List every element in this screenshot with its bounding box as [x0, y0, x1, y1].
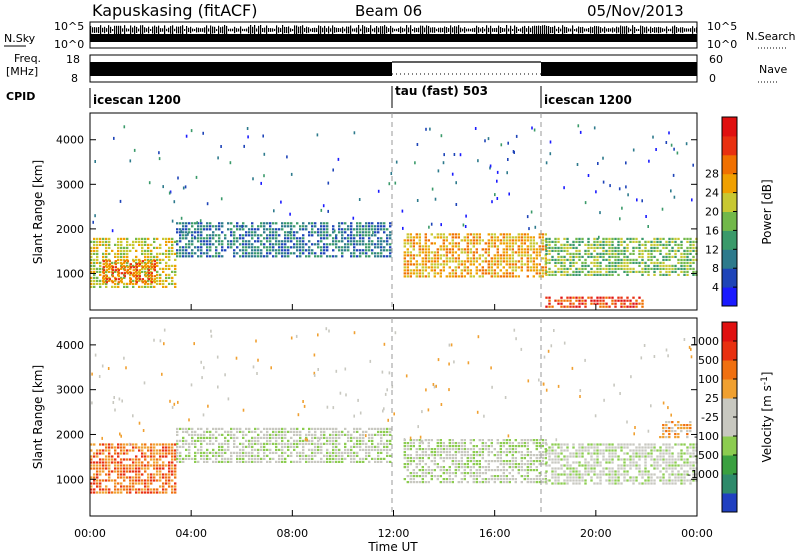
y-tick-label: 3000: [56, 178, 84, 191]
colorbar-swatch: [722, 379, 737, 399]
colorbar-tick-label: -500: [694, 449, 719, 462]
colorbar-tick-label: -25: [701, 411, 719, 424]
colorbar-tick-label: 4: [712, 281, 719, 294]
colorbar-tick-label: 100: [698, 373, 719, 386]
colorbar-swatch: [722, 436, 737, 456]
scatter-region: [545, 237, 698, 276]
time-tick-label: 04:00: [175, 527, 207, 540]
scatter-region: [403, 439, 547, 484]
time-axis-label: Time UT: [367, 540, 418, 554]
cpid-strip: CPID icescan 1200 tau (fast) 503 icescan…: [6, 84, 632, 108]
colorbar-swatch: [722, 360, 737, 380]
cpid-segment-3: icescan 1200: [544, 93, 632, 107]
colorbar-swatch: [722, 398, 737, 418]
beam-title: Beam 06: [355, 2, 422, 20]
y-tick-label: 4000: [56, 339, 84, 352]
cpid-segment-2: tau (fast) 503: [395, 84, 488, 98]
colorbar-tick-label: 16: [705, 224, 719, 237]
nave-axis-top: 60: [709, 53, 723, 66]
scatter-noise: [92, 124, 694, 239]
time-tick-label: 00:00: [74, 527, 106, 540]
scatter-region: [90, 443, 177, 494]
time-tick-label: 00:00: [681, 527, 713, 540]
time-tick-label: 16:00: [479, 527, 511, 540]
power-ylabel: Slant Range [km]: [31, 160, 45, 264]
y-tick-label: 3000: [56, 384, 84, 397]
colorbar-swatch: [722, 268, 737, 288]
nsearch-label: N.Search: [746, 30, 796, 43]
nsky-axis-bottom: 10^0: [54, 38, 84, 51]
scatter-region: [102, 260, 156, 284]
colorbar-swatch: [722, 211, 737, 231]
time-tick-label: 20:00: [580, 527, 612, 540]
freq-panel: Freq. [MHz] 18 8 60 0 Nave: [6, 52, 787, 85]
cpid-label: CPID: [6, 90, 35, 103]
y-tick-label: 1000: [56, 473, 84, 486]
colorbar-swatch: [722, 474, 737, 494]
colorbar-swatch: [722, 117, 737, 137]
colorbar-swatch: [722, 154, 737, 175]
date-title: 05/Nov/2013: [587, 2, 684, 20]
colorbar-tick-label: 24: [705, 187, 719, 200]
colorbar-swatch: [722, 287, 737, 307]
y-tick-label: 2000: [56, 428, 84, 441]
colorbar-tick-label: 25: [705, 392, 719, 405]
freq-axis-bottom: 8: [71, 72, 78, 85]
colorbar-swatch: [722, 322, 737, 342]
power-colorbar: 4 8 12 16 20 24 28: [705, 116, 738, 307]
colorbar-swatch: [722, 249, 737, 269]
scatter-region: [659, 421, 692, 439]
nsky-label: N.Sky: [4, 32, 36, 45]
y-tick-label: 2000: [56, 223, 84, 236]
power-colorbar-label: Power [dB]: [760, 179, 774, 244]
colorbar-tick-label: 500: [698, 354, 719, 367]
freq-label-line2: [MHz]: [6, 65, 38, 78]
time-axis: 00:00 04:00 08:00 12:00 16:00 20:00 00:00: [74, 304, 713, 540]
scatter-noise: [91, 327, 693, 446]
scatter-region: [176, 222, 392, 258]
colorbar-swatch: [722, 173, 737, 194]
time-tick-label: 12:00: [378, 527, 410, 540]
scatter-region: [545, 443, 698, 485]
colorbar-tick-label: 20: [705, 206, 719, 219]
colorbar-tick-label: 1000: [691, 335, 719, 348]
nsearch-axis-bottom: 10^0: [707, 38, 737, 51]
colorbar-swatch: [722, 135, 737, 156]
colorbar-tick-label: 28: [705, 168, 719, 181]
colorbar-tick-label: -100: [694, 430, 719, 443]
freq-axis-top: 18: [66, 53, 80, 66]
nave-label: Nave: [759, 63, 787, 76]
colorbar-swatch: [722, 455, 737, 475]
cpid-segment-1: icescan 1200: [93, 93, 181, 107]
scatter-region: [90, 237, 177, 288]
nsky-panel: N.Sky 10^5 10^0 10^5 10^0 N.Search: [4, 20, 796, 51]
colorbar-swatch: [722, 493, 737, 513]
nsearch-axis-top: 10^5: [707, 20, 737, 33]
colorbar-tick-label: -1000: [687, 468, 719, 481]
colorbar-swatch: [722, 230, 737, 250]
time-tick-label: 08:00: [276, 527, 308, 540]
velocity-colorbar: 1000 500 100 25 -25 -100 -500 -1000: [687, 321, 738, 513]
nave-axis-bottom: 0: [709, 72, 716, 85]
velocity-ylabel: Slant Range [km]: [31, 365, 45, 469]
colorbar-tick-label: 12: [705, 243, 719, 256]
y-tick-label: 1000: [56, 267, 84, 280]
colorbar-swatch: [722, 417, 737, 437]
scatter-region: [176, 427, 392, 463]
colorbar-tick-label: 8: [712, 262, 719, 275]
station-title: Kapuskasing (fitACF): [92, 1, 257, 20]
nsky-axis-top: 10^5: [54, 20, 84, 33]
power-panel: 1000 2000 3000 4000 Slant Range [km] 4 8 12 16…: [31, 112, 774, 311]
velocity-data: [90, 327, 698, 494]
scatter-region: [403, 233, 547, 278]
velocity-panel: 1000 2000 3000 4000 Slant Range [km] 1000 50…: [31, 317, 774, 517]
colorbar-swatch: [722, 192, 737, 212]
y-tick-label: 4000: [56, 134, 84, 147]
freq-label-line1: Freq.: [14, 52, 41, 65]
scatter-region: [545, 296, 644, 308]
velocity-colorbar-label: Velocity [m s-1]: [760, 372, 774, 463]
power-data: [90, 124, 698, 308]
colorbar-swatch: [722, 341, 737, 361]
